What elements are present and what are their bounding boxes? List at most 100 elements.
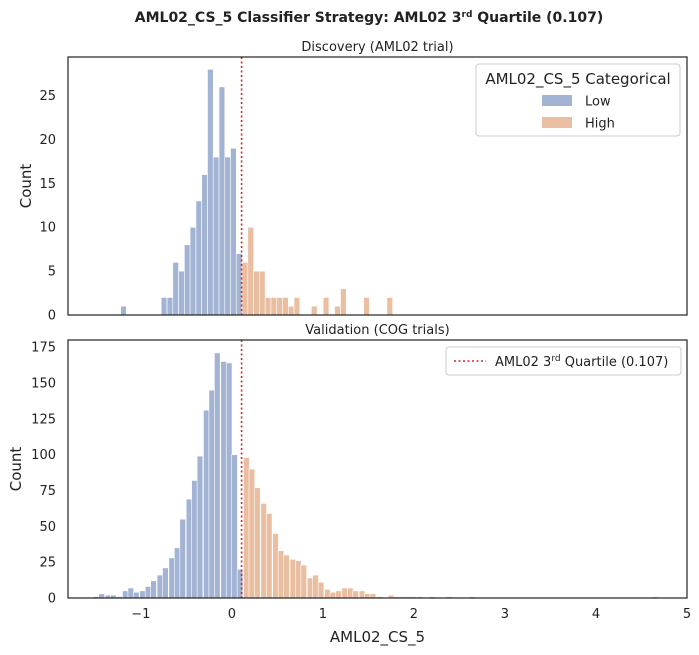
histogram-bar-high bbox=[386, 297, 393, 316]
histogram-bar-low bbox=[98, 593, 105, 599]
histogram-bar-high bbox=[254, 487, 261, 599]
y-tick-label: 75 bbox=[39, 484, 56, 499]
legend-box bbox=[475, 63, 681, 137]
histogram-bar-low bbox=[207, 68, 214, 316]
histogram-bar-low bbox=[144, 586, 152, 599]
histogram-bar-high bbox=[335, 590, 342, 599]
histogram-bar-low bbox=[120, 305, 127, 316]
y-tick-label: 50 bbox=[39, 520, 56, 535]
histogram-bar-high bbox=[324, 589, 331, 599]
histogram-bar-high bbox=[322, 297, 330, 316]
y-tick-label: 125 bbox=[31, 412, 56, 427]
histogram-bar-low bbox=[174, 547, 181, 599]
histogram-bar-high bbox=[352, 590, 359, 599]
legend-swatch-high bbox=[542, 117, 572, 128]
histogram-bar-high bbox=[369, 593, 377, 599]
histogram-bar-low bbox=[195, 200, 202, 316]
histogram-bar-low bbox=[203, 409, 210, 599]
histogram-bar-high bbox=[312, 574, 319, 599]
y-tick-label: 5 bbox=[48, 265, 56, 280]
histogram-bar-high bbox=[241, 262, 249, 316]
histogram-bar-high bbox=[341, 587, 348, 599]
legend-swatch-low bbox=[542, 95, 572, 106]
legend-entry-end: Quartile (0.107) bbox=[561, 355, 669, 370]
legend-entry-threshold: AML02 3rd Quartile (0.107) bbox=[495, 354, 668, 370]
histogram-bar-low bbox=[179, 518, 186, 599]
histogram-bar-high bbox=[306, 577, 314, 599]
histogram-bar-low bbox=[133, 591, 140, 599]
histogram-bar-high bbox=[300, 564, 307, 599]
histogram-bar-high bbox=[272, 533, 279, 599]
histogram-bar-low bbox=[178, 270, 185, 316]
legend-box bbox=[445, 346, 682, 376]
histogram-bar-high bbox=[293, 297, 301, 316]
histogram-bar-low bbox=[214, 352, 221, 599]
y-tick-label: 150 bbox=[31, 377, 56, 392]
y-axis-label: Count bbox=[17, 164, 35, 209]
histogram-bar-low bbox=[168, 557, 175, 599]
x-tick-label: 3 bbox=[501, 607, 509, 622]
histogram-bar-high bbox=[289, 558, 297, 599]
histogram-bar-high bbox=[358, 590, 366, 599]
histogram-bar-low bbox=[191, 480, 198, 599]
histogram-bar-high bbox=[329, 591, 337, 599]
histogram-bar-high bbox=[346, 587, 354, 599]
y-tick-label: 100 bbox=[31, 448, 56, 463]
y-tick-label: 15 bbox=[39, 177, 56, 192]
histogram-bar-high bbox=[340, 288, 347, 316]
x-tick-label: 5 bbox=[683, 607, 691, 622]
legend-entry-low: Low bbox=[585, 95, 611, 110]
histogram-bar-high bbox=[247, 226, 254, 316]
y-tick-label: 0 bbox=[48, 309, 56, 324]
histogram-bar-high bbox=[264, 297, 272, 316]
histogram-bar-high bbox=[364, 593, 371, 599]
histogram-bar-high bbox=[265, 513, 273, 599]
histogram-bar-high bbox=[260, 503, 267, 599]
histogram-bar-high bbox=[243, 457, 250, 599]
x-tick-label: 0 bbox=[228, 607, 236, 622]
legend: AML02 3rd Quartile (0.107) bbox=[445, 346, 682, 376]
histogram-bar-high bbox=[311, 305, 318, 316]
histogram-bar-high bbox=[282, 297, 289, 316]
histogram-bar-low bbox=[156, 574, 164, 599]
legend: AML02_CS_5 Categorical Low High bbox=[475, 63, 681, 137]
histogram-bar-low bbox=[231, 454, 238, 599]
histogram-bar-low bbox=[150, 580, 157, 599]
figure-title: AML02_CS_5 Classifier Strategy: AML02 3r… bbox=[135, 10, 604, 26]
x-tick-label: 4 bbox=[592, 607, 600, 622]
histogram-bar-low bbox=[224, 156, 231, 316]
axes-frame bbox=[67, 339, 688, 599]
histogram-bar-high bbox=[363, 297, 370, 316]
histogram-bar-low bbox=[122, 590, 129, 599]
axes-frame bbox=[67, 56, 688, 316]
panel-title: Discovery (AML02 trial) bbox=[301, 40, 453, 55]
histogram-bar-low bbox=[225, 362, 233, 599]
y-tick-label: 20 bbox=[39, 133, 56, 148]
discovery-panel: Discovery (AML02 trial) 0 5 10 15 20 25 Count AM… bbox=[17, 40, 688, 324]
histogram-bar-low bbox=[196, 455, 204, 599]
histogram-bar-high bbox=[259, 270, 266, 316]
y-tick-label: 10 bbox=[39, 221, 56, 236]
histogram-bar-high bbox=[334, 305, 341, 316]
histogram-bar-low bbox=[185, 498, 193, 599]
legend-title: AML02_CS_5 Categorical bbox=[485, 70, 670, 89]
panel-title: Validation (COG trials) bbox=[305, 323, 449, 338]
histogram-bar-low bbox=[127, 587, 134, 599]
legend-entry-main: AML02 3 bbox=[495, 355, 551, 370]
histogram-bar-low bbox=[172, 262, 179, 316]
x-tick-label: 1 bbox=[319, 607, 327, 622]
validation-panel: Validation (COG trials)02550751001251501… bbox=[7, 323, 691, 647]
legend-entry-high: High bbox=[585, 117, 615, 132]
y-tick-label: 175 bbox=[31, 341, 56, 356]
histogram-bar-high bbox=[283, 554, 290, 599]
histogram-bar-high bbox=[253, 270, 260, 316]
histogram-bar-low bbox=[162, 567, 169, 599]
y-axis-label: Count bbox=[7, 447, 25, 492]
legend-entry-sup: rd bbox=[551, 354, 560, 364]
histogram-bar-low bbox=[160, 297, 168, 316]
histogram-bar-high bbox=[276, 297, 283, 316]
histogram-bar-low bbox=[201, 174, 208, 316]
x-tick-label: 2 bbox=[410, 607, 418, 622]
histogram-bar-low bbox=[218, 86, 226, 316]
